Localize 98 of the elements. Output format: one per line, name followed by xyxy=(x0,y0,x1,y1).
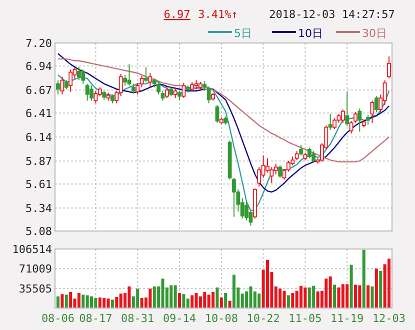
candlestick xyxy=(270,166,274,184)
bar xyxy=(249,286,252,308)
x-tick-label: 10-22 xyxy=(246,312,280,325)
bar xyxy=(374,268,378,308)
bar xyxy=(224,293,228,308)
bar xyxy=(140,298,144,308)
bar xyxy=(324,278,328,308)
bar xyxy=(291,293,294,308)
bar xyxy=(266,260,269,308)
y-tick-label: 106514 xyxy=(12,243,52,256)
bar xyxy=(98,297,102,308)
bar xyxy=(350,264,353,308)
y-tick-label: 6.67 xyxy=(26,84,52,97)
legend-label: 10日 xyxy=(298,27,323,40)
text: 2018-12-03 14:27:57 xyxy=(269,8,395,21)
bar xyxy=(304,288,307,308)
legend-label: 5日 xyxy=(234,27,252,40)
y-tick-label: 6.14 xyxy=(26,131,52,144)
bar xyxy=(366,285,370,308)
candlestick xyxy=(358,108,362,132)
text: 3.41%↑ xyxy=(198,8,238,21)
y-tick-label: 71009 xyxy=(18,262,52,276)
bar xyxy=(90,296,94,308)
x-tick-label: 08-06 xyxy=(41,312,75,325)
x-tick-label: 08-31 xyxy=(121,312,154,325)
y-tick-label: 5.61 xyxy=(26,178,52,191)
bar xyxy=(282,290,286,308)
bar xyxy=(110,300,114,308)
bar xyxy=(56,296,60,308)
bar xyxy=(258,294,261,308)
bar xyxy=(278,288,282,308)
bar xyxy=(161,278,164,308)
bar xyxy=(333,284,336,308)
bar xyxy=(102,298,106,308)
bar xyxy=(370,286,374,308)
bar xyxy=(194,293,198,308)
line-series xyxy=(57,53,390,193)
bar xyxy=(174,285,177,308)
bar xyxy=(316,291,320,308)
bar xyxy=(228,300,232,308)
bar xyxy=(119,294,122,308)
bar xyxy=(69,292,72,308)
legend-label: 30日 xyxy=(362,27,387,40)
bar xyxy=(178,293,182,308)
bar xyxy=(170,285,173,308)
bar xyxy=(328,276,332,308)
bar xyxy=(64,294,68,308)
bar xyxy=(198,296,202,308)
bar xyxy=(232,274,236,308)
y-tick-label: 5.34 xyxy=(26,202,52,215)
bar xyxy=(128,286,131,308)
y-tick-label: 6.94 xyxy=(26,60,52,74)
bar xyxy=(358,285,362,308)
bar xyxy=(362,250,366,308)
bar xyxy=(136,288,140,308)
line-series xyxy=(57,58,390,162)
bar xyxy=(207,294,210,308)
text: 6.97 xyxy=(164,8,190,21)
bar xyxy=(312,286,316,308)
bar xyxy=(203,292,206,308)
bar xyxy=(77,293,80,308)
bar xyxy=(190,295,194,308)
bar xyxy=(86,295,89,308)
bar xyxy=(220,297,223,308)
y-tick-label: 5.08 xyxy=(26,225,52,238)
bar xyxy=(300,286,303,308)
bar xyxy=(216,288,219,308)
x-tick-label: 12-03 xyxy=(372,312,406,325)
x-tick-label: 11-19 xyxy=(330,312,364,325)
bar xyxy=(82,294,85,308)
y-tick-label: 6.41 xyxy=(26,107,52,120)
bar xyxy=(341,284,344,308)
bar xyxy=(60,294,64,308)
bar xyxy=(182,294,186,308)
bar xyxy=(106,298,110,308)
bar xyxy=(212,292,215,308)
y-tick-label: 35505 xyxy=(18,282,52,296)
x-tick-label: 09-14 xyxy=(162,312,196,325)
candlestick xyxy=(68,69,73,92)
bar xyxy=(115,296,118,308)
x-tick-label: 11-05 xyxy=(288,312,322,325)
bar xyxy=(152,286,156,308)
bar xyxy=(308,288,311,308)
candlestick xyxy=(328,113,332,130)
bar xyxy=(148,288,152,308)
bar xyxy=(346,284,349,308)
y-tick-label: 7.20 xyxy=(26,37,52,50)
bar xyxy=(379,270,382,308)
bar xyxy=(286,295,290,308)
bar xyxy=(94,298,98,308)
bar xyxy=(354,284,357,308)
y-tick-label: 5.87 xyxy=(26,154,52,168)
candlestick xyxy=(56,80,60,95)
bar xyxy=(388,258,390,308)
bar xyxy=(337,288,340,308)
x-tick-label: 08-17 xyxy=(79,312,112,325)
x-tick-label: 10-08 xyxy=(204,312,238,325)
candlestick xyxy=(345,91,350,127)
